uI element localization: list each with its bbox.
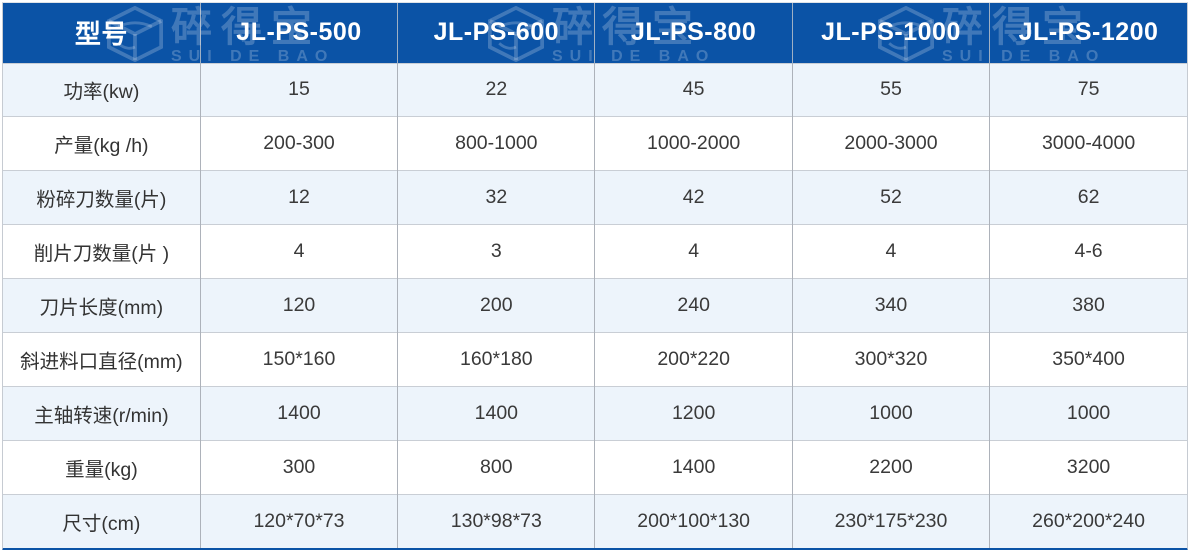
row-label: 尺寸(cm) [3, 493, 201, 549]
spec-value: 200 [397, 278, 595, 333]
row-label: 粉碎刀数量(片) [3, 170, 201, 225]
spec-value: 1000-2000 [594, 116, 793, 171]
table-row-chipper-blades: 削片刀数量(片 ) 4 3 4 4 4-6 [3, 224, 1187, 279]
spec-value: 4 [594, 224, 793, 279]
row-label: 刀片长度(mm) [3, 278, 201, 333]
spec-value: 120*70*73 [199, 493, 398, 549]
spec-value: 4 [199, 224, 398, 279]
spec-value: 3200 [989, 439, 1187, 495]
row-label: 产量(kg /h) [3, 116, 201, 171]
row-label: 功率(kw) [3, 62, 201, 117]
table-row-spindle-speed: 主轴转速(r/min) 1400 1400 1200 1000 1000 [3, 385, 1187, 441]
table-row-output: 产量(kg /h) 200-300 800-1000 1000-2000 200… [3, 116, 1187, 171]
row-label: 削片刀数量(片 ) [3, 224, 201, 279]
row-label: 主轴转速(r/min) [3, 385, 201, 441]
table-row-inlet-diameter: 斜进料口直径(mm) 150*160 160*180 200*220 300*3… [3, 331, 1187, 387]
spec-value: 2000-3000 [791, 116, 990, 171]
spec-value: 150*160 [199, 331, 398, 387]
spec-value: 4-6 [989, 224, 1187, 279]
spec-value: 55 [791, 62, 990, 117]
spec-table-header: 型号 JL-PS-500 JL-PS-600 JL-PS-800 JL-PS-1… [3, 3, 1187, 63]
table-row-dimensions: 尺寸(cm) 120*70*73 130*98*73 200*100*130 2… [3, 493, 1187, 549]
row-label: 斜进料口直径(mm) [3, 331, 201, 387]
spec-value: 75 [989, 62, 1187, 117]
spec-value: 230*175*230 [791, 493, 990, 549]
spec-value: 12 [199, 170, 398, 225]
header-row: 型号 JL-PS-500 JL-PS-600 JL-PS-800 JL-PS-1… [3, 3, 1187, 63]
spec-value: 45 [594, 62, 793, 117]
column-header-jl-ps-600: JL-PS-600 [397, 3, 595, 63]
spec-value: 15 [199, 62, 398, 117]
table-row-weight: 重量(kg) 300 800 1400 2200 3200 [3, 439, 1187, 495]
spec-value: 340 [791, 278, 990, 333]
spec-value: 2200 [791, 439, 990, 495]
column-header-jl-ps-500: JL-PS-500 [199, 3, 398, 63]
spec-table: 型号 JL-PS-500 JL-PS-600 JL-PS-800 JL-PS-1… [3, 3, 1187, 549]
spec-value: 42 [594, 170, 793, 225]
spec-value: 62 [989, 170, 1187, 225]
spec-value: 3000-4000 [989, 116, 1187, 171]
spec-value: 32 [397, 170, 595, 225]
spec-value: 1400 [594, 439, 793, 495]
spec-value: 1000 [989, 385, 1187, 441]
spec-value: 380 [989, 278, 1187, 333]
spec-value: 4 [791, 224, 990, 279]
spec-value: 200*220 [594, 331, 793, 387]
spec-value: 300*320 [791, 331, 990, 387]
spec-value: 1200 [594, 385, 793, 441]
spec-value: 160*180 [397, 331, 595, 387]
spec-value: 120 [199, 278, 398, 333]
spec-value: 52 [791, 170, 990, 225]
table-row-crusher-blades: 粉碎刀数量(片) 12 32 42 52 62 [3, 170, 1187, 225]
spec-value: 800 [397, 439, 595, 495]
table-row-power: 功率(kw) 15 22 45 55 75 [3, 62, 1187, 117]
spec-value: 200*100*130 [594, 493, 793, 549]
spec-value: 22 [397, 62, 595, 117]
spec-value: 240 [594, 278, 793, 333]
spec-value: 800-1000 [397, 116, 595, 171]
spec-value: 260*200*240 [989, 493, 1187, 549]
spec-value: 1000 [791, 385, 990, 441]
spec-value: 1400 [199, 385, 398, 441]
column-header-jl-ps-1000: JL-PS-1000 [791, 3, 990, 63]
spec-value: 200-300 [199, 116, 398, 171]
spec-value: 300 [199, 439, 398, 495]
spec-value: 350*400 [989, 331, 1187, 387]
column-header-jl-ps-1200: JL-PS-1200 [989, 3, 1187, 63]
spec-value: 130*98*73 [397, 493, 595, 549]
column-header-model: 型号 [3, 3, 201, 63]
spec-value: 3 [397, 224, 595, 279]
spec-value: 1400 [397, 385, 595, 441]
column-header-jl-ps-800: JL-PS-800 [594, 3, 793, 63]
table-row-blade-length: 刀片长度(mm) 120 200 240 340 380 [3, 278, 1187, 333]
spec-table-body: 功率(kw) 15 22 45 55 75 产量(kg /h) 200-300 … [3, 62, 1187, 549]
row-label: 重量(kg) [3, 439, 201, 495]
